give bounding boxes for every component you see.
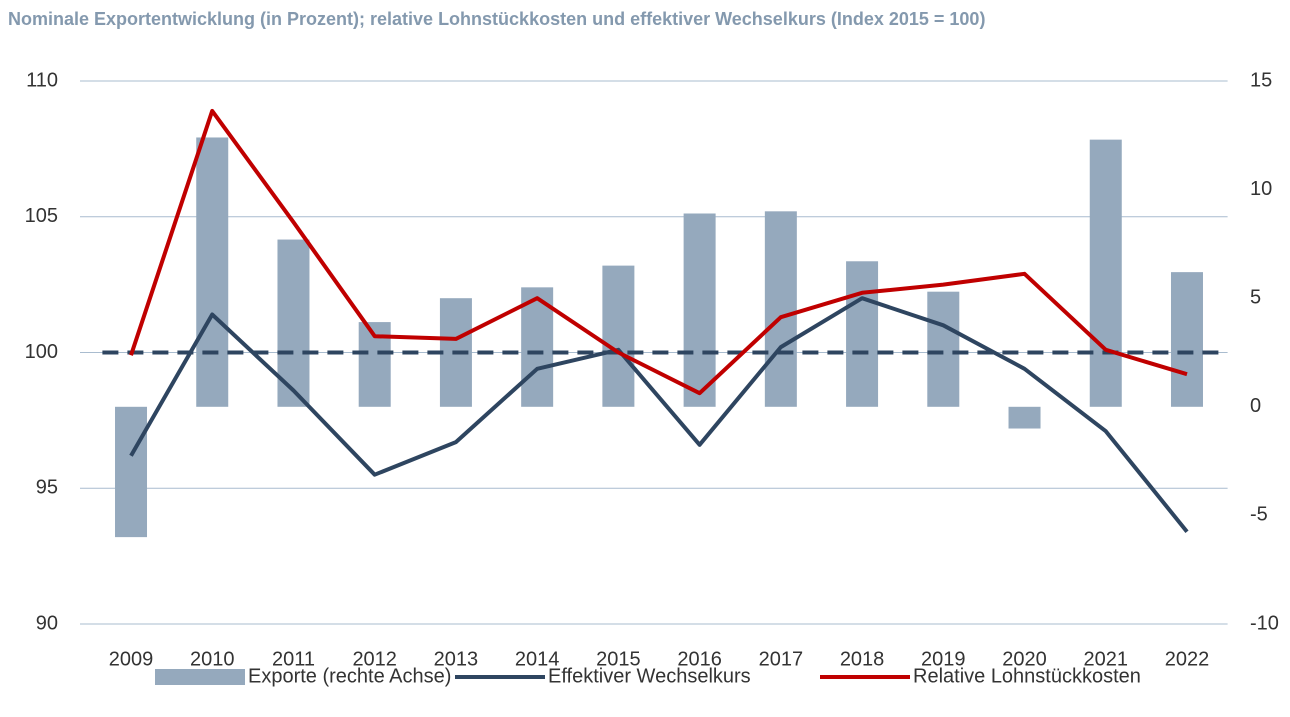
x-tick-label: 2019	[921, 648, 966, 670]
x-tick-label: 2013	[434, 648, 479, 670]
legend-label: Exporte (rechte Achse)	[248, 665, 451, 687]
bar	[115, 406, 148, 538]
y2-tick-label: -5	[1250, 504, 1268, 526]
x-tick-label: 2020	[1002, 648, 1047, 670]
bar	[764, 211, 797, 407]
x-tick-label: 2021	[1084, 648, 1129, 670]
y-tick-label: 95	[36, 477, 58, 499]
y-tick-label: 110	[26, 69, 58, 91]
x-tick-label: 2018	[840, 648, 885, 670]
bar	[1008, 406, 1041, 429]
y-tick-label: 90	[36, 612, 58, 634]
legend-swatch	[155, 669, 245, 685]
chart-title: Nominale Exportentwicklung (in Prozent);…	[8, 9, 985, 29]
y2-tick-label: 15	[1250, 69, 1272, 91]
y2-tick-label: -10	[1250, 612, 1279, 634]
bar	[846, 261, 879, 407]
x-tick-label: 2011	[272, 648, 315, 670]
y2-tick-label: 10	[1250, 178, 1272, 200]
bar	[683, 213, 716, 407]
x-tick-label: 2009	[109, 648, 154, 670]
legend-label: Relative Lohnstückkosten	[913, 665, 1141, 687]
bar	[927, 291, 960, 407]
bar	[1089, 139, 1122, 407]
line	[129, 296, 1189, 533]
x-tick-label: 2015	[596, 648, 641, 670]
y-tick-label: 100	[25, 341, 58, 363]
y-tick-label: 105	[25, 205, 58, 227]
x-tick-label: 2014	[515, 648, 560, 670]
y2-tick-label: 5	[1250, 286, 1261, 308]
x-tick-label: 2017	[759, 648, 804, 670]
bar	[602, 265, 635, 407]
x-tick-label: 2010	[190, 648, 235, 670]
bar	[196, 137, 229, 407]
legend-label: Effektiver Wechselkurs	[548, 665, 751, 687]
bar	[1170, 272, 1203, 407]
x-tick-label: 2016	[677, 648, 722, 670]
x-tick-label: 2012	[352, 648, 397, 670]
x-tick-label: 2022	[1165, 648, 1210, 670]
y2-tick-label: 0	[1250, 395, 1261, 417]
line	[129, 108, 1188, 396]
